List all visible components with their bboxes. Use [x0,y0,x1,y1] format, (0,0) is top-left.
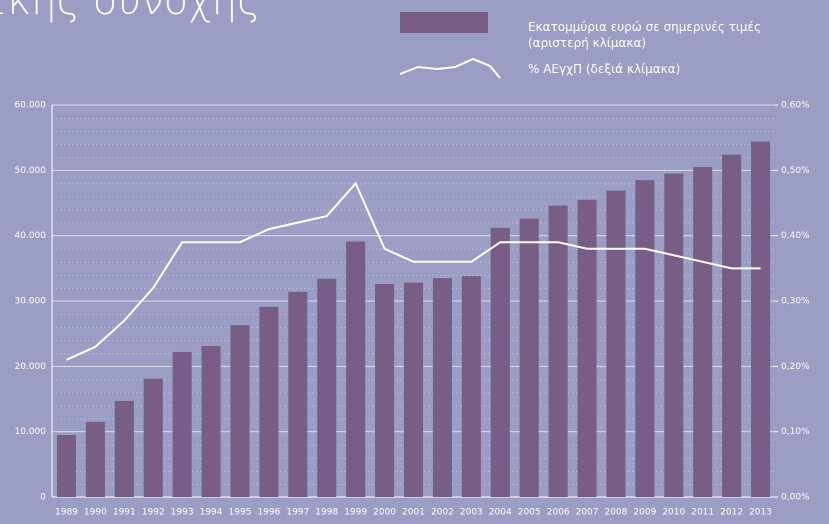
x-tick-label: 2010 [662,508,685,518]
legend-line [399,57,501,79]
bar [606,190,626,497]
bar [664,173,684,497]
bar [577,199,597,497]
bar [548,205,568,497]
bar [85,421,105,497]
bar [635,180,655,497]
y-tick-label: 30.000 [15,297,47,307]
x-tick-label: 2007 [576,508,599,518]
bar [56,434,77,497]
x-tick-label: 1995 [229,508,252,518]
bar [432,278,452,497]
bar [461,276,481,497]
bar [375,284,395,497]
bar [259,306,279,497]
x-tick-label: 1989 [55,508,78,518]
bar [114,400,134,497]
bar [288,291,308,497]
bar [403,282,424,497]
legend-label: Εκατομμύρια ευρώ σε σημερινές τιμές (αρι… [528,20,762,50]
x-tick-label: 2000 [373,508,396,518]
y-tick-label: 60.000 [15,101,47,111]
x-tick-label: 1993 [171,508,194,518]
bar [750,141,771,497]
x-tick-label: 2006 [547,508,570,518]
x-tick-label: 1992 [142,508,165,518]
x-tick-label: 2005 [518,508,541,518]
bar [722,154,742,498]
bar [143,378,163,497]
bar [519,218,539,497]
y2-tick-label: 0,10% [781,427,810,437]
x-tick-label: 1991 [113,508,136,518]
bar [317,278,337,497]
legend-label: % ΑΕγχΠ (δεξιά κλίμακα) [528,62,681,76]
y2-tick-label: 0,60% [781,101,810,111]
x-tick-label: 2011 [691,508,714,518]
x-tick-label: 2012 [720,508,743,518]
line [66,181,761,361]
y-tick-label: 40.000 [15,231,47,241]
x-tick-label: 1990 [84,508,107,518]
bar [201,346,221,497]
y2-tick-label: 0,50% [781,166,810,176]
x-tick-label: 1999 [344,508,367,518]
y2-tick-label: 0,00% [781,493,810,503]
x-tick-label: 2003 [460,508,483,518]
bar [346,241,366,497]
x-tick-label: 2004 [489,508,512,518]
bar [693,167,713,498]
bar [172,351,192,497]
chart-title: ικής συνοχής [0,0,261,24]
x-tick-label: 1997 [286,508,309,518]
x-tick-label: 1996 [257,508,280,518]
bar [490,227,510,497]
y2-tick-label: 0,40% [781,231,810,241]
y-tick-label: 0 [40,493,46,503]
y-tick-label: 50.000 [15,166,47,176]
x-tick-label: 2013 [749,508,772,518]
x-tick-label: 2008 [604,508,627,518]
y-tick-label: 10.000 [15,427,47,437]
legend-swatch [400,12,488,33]
y2-tick-label: 0,20% [781,362,810,372]
y-tick-label: 20.000 [15,362,47,372]
x-tick-label: 2001 [402,508,425,518]
y2-tick-label: 0,30% [781,297,810,307]
x-tick-label: 1994 [200,508,223,518]
x-tick-label: 2009 [633,508,656,518]
x-tick-label: 1998 [315,508,338,518]
x-tick-label: 2002 [431,508,454,518]
bar [230,325,250,497]
